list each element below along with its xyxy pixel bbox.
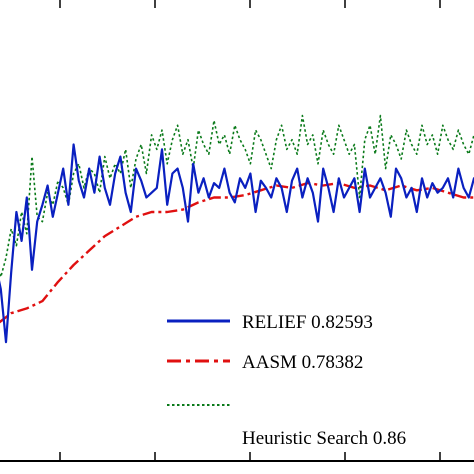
legend-label-aasm: AASM 0.78382 bbox=[242, 352, 363, 373]
axis-ticks bbox=[59, 0, 441, 460]
legend-label-relief: RELIEF 0.82593 bbox=[242, 312, 373, 333]
series-layer bbox=[0, 114, 474, 344]
plot-frame bbox=[0, 0, 474, 462]
legend: RELIEF 0.82593 AASM 0.78382 Heuristic Se… bbox=[167, 312, 406, 449]
series-line-1 bbox=[0, 181, 474, 324]
series-line-0 bbox=[0, 143, 474, 344]
legend-label-heuristic-search: Heuristic Search 0.86 bbox=[242, 428, 406, 449]
